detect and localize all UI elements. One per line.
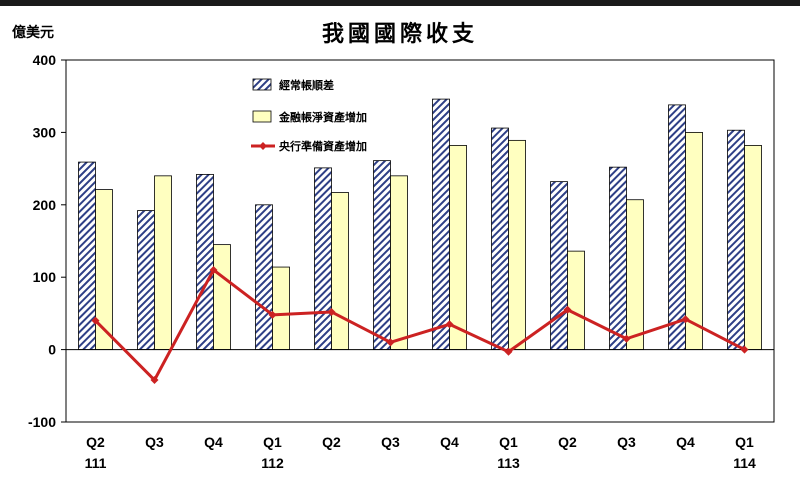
bar-current-account [727,129,745,350]
x-year-label: 113 [497,455,520,471]
x-tick-label: Q2 [86,434,105,450]
line-point [681,315,690,324]
x-tick-label: Q1 [499,434,518,450]
x-tick-label: Q2 [322,434,341,450]
x-tick-label: Q4 [676,434,695,450]
x-tick-label: Q4 [204,434,223,450]
bar-current-account [609,166,627,350]
bar-current-account [491,127,509,351]
x-tick-label: Q2 [558,434,577,450]
legend-swatch-current-account [252,78,272,91]
x-year-label: 111 [85,455,107,471]
bar-current-account [314,167,332,351]
bar-current-account [196,173,214,350]
y-tick-label: -100 [28,414,56,430]
x-year-label: 112 [261,455,284,471]
y-tick-label: 200 [33,197,57,213]
line-point [209,265,218,274]
y-tick-label: 100 [33,269,57,285]
bar-financial-account [331,192,349,351]
bar-financial-account [685,131,703,350]
bar-financial-account [626,199,644,350]
line-point [91,316,100,325]
bar-financial-account [567,250,585,350]
line-point [622,334,631,343]
line-point [563,305,572,314]
x-tick-label: Q4 [440,434,459,450]
line-point [445,320,454,329]
top-border [0,0,800,6]
plot-area [65,59,775,423]
y-tick-label: 400 [33,52,57,68]
bar-current-account [373,160,391,351]
legend-label-current-account: 經常帳順差 [279,78,334,92]
bar-financial-account [95,189,113,350]
bar-current-account [668,104,686,351]
x-tick-label: Q3 [617,434,636,450]
bar-current-account [255,204,273,351]
legend-marker-reserve-assets [259,142,267,150]
x-tick-label: Q1 [263,434,282,450]
line-point [268,310,277,319]
bar-financial-account [154,175,172,350]
line-point [327,307,336,316]
legend-swatch-financial-account [252,110,272,123]
bar-financial-account [213,244,231,350]
x-tick-label: Q3 [381,434,400,450]
x-year-label: 114 [733,455,756,471]
line-point [386,338,395,347]
legend-label-financial-account: 金融帳淨資產增加 [278,110,367,124]
bar-current-account [137,210,155,350]
bar-financial-account [508,139,526,350]
chart-title: 我國國際收支 [321,21,478,47]
y-tick-label: 300 [33,124,57,140]
line-point [504,347,513,356]
y-axis-unit: 億美元 [12,25,54,41]
legend-label-reserve-assets: 央行準備資產增加 [279,139,367,153]
bar-financial-account [272,266,290,350]
bar-current-account [432,98,450,350]
x-tick-label: Q1 [735,434,754,450]
line-reserve-assets [94,268,746,382]
line-point [740,345,749,354]
bar-financial-account [390,175,408,350]
x-tick-label: Q3 [145,434,164,450]
line-point [150,376,159,385]
y-tick-label: 0 [48,342,56,358]
bar-financial-account [744,145,762,351]
bar-financial-account [449,145,467,351]
bar-current-account [550,181,568,351]
